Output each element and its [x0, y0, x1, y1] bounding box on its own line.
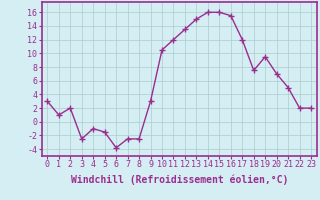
X-axis label: Windchill (Refroidissement éolien,°C): Windchill (Refroidissement éolien,°C) — [70, 175, 288, 185]
